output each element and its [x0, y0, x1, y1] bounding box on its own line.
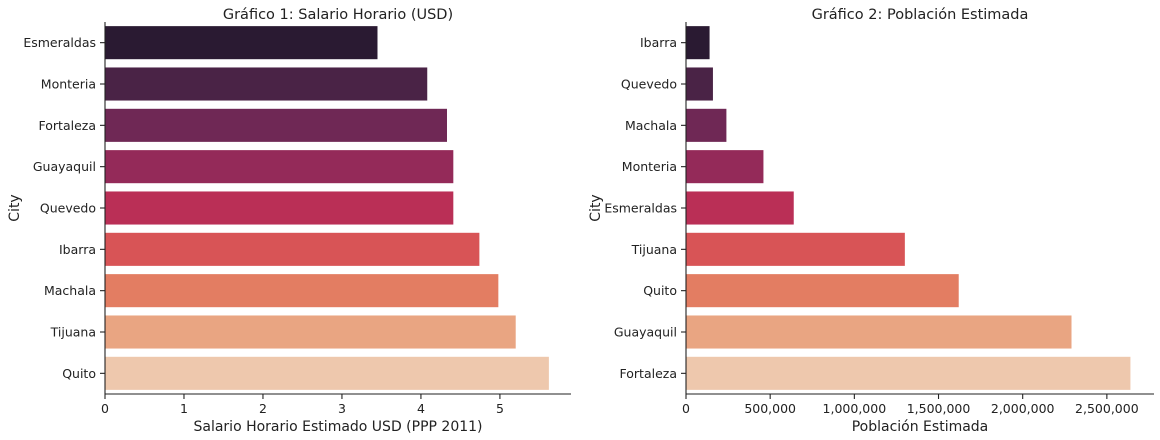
y-tick-label: Tijuana	[631, 242, 677, 257]
bar-machala	[105, 274, 499, 308]
y-tick-label: Monteria	[41, 77, 96, 92]
y-tick-label: Quito	[643, 283, 677, 298]
chart-1: Esmeraldas Monteria Fortaleza Guayaquil Quev…	[7, 7, 571, 435]
x-tick-label: 0	[101, 401, 109, 416]
x-tick-label: 3	[338, 401, 346, 416]
bar-ibarra	[686, 26, 710, 60]
chart-title: Gráfico 2: Población Estimada	[812, 7, 1029, 23]
y-tick-label: Quito	[62, 366, 96, 381]
bar-quevedo	[686, 67, 713, 101]
bar-monteria	[686, 150, 764, 184]
y-tick-label: Guayaquil	[614, 325, 677, 340]
y-tick-label: Fortaleza	[39, 118, 96, 133]
bar-fortaleza	[105, 108, 447, 142]
x-axis-label: Población Estimada	[852, 419, 989, 435]
y-tick-label: Fortaleza	[620, 366, 677, 381]
bar-quito	[686, 274, 959, 308]
y-tick-label: Machala	[625, 118, 677, 133]
chart-2: Ibarra Quevedo Machala Monteria Esmeraldas Ti…	[588, 7, 1154, 435]
y-tick-label: Quevedo	[621, 77, 677, 92]
y-tick-label: Tijuana	[50, 325, 96, 340]
bar-esmeraldas	[686, 191, 794, 225]
y-tick-label: Esmeraldas	[23, 35, 96, 50]
x-tick-label: 2	[259, 401, 267, 416]
y-axis-label: City	[588, 194, 604, 221]
bar-ibarra	[105, 232, 480, 266]
y-tick-label: Esmeraldas	[604, 201, 677, 216]
y-tick-label: Guayaquil	[33, 159, 96, 174]
y-tick-label: Machala	[44, 283, 96, 298]
bar-tijuana	[686, 232, 905, 266]
bar-guayaquil	[105, 150, 454, 184]
x-tick-label: 4	[417, 401, 425, 416]
y-tick-label: Monteria	[622, 159, 677, 174]
bar-tijuana	[105, 315, 516, 349]
x-tick-label: 5	[496, 401, 504, 416]
x-tick-label: 1	[180, 401, 188, 416]
y-tick-label: Ibarra	[640, 35, 677, 50]
bar-guayaquil	[686, 315, 1072, 349]
x-tick-label: 1,500,000	[907, 401, 971, 416]
chart-title: Gráfico 1: Salario Horario (USD)	[223, 7, 453, 23]
x-tick-label: 1,000,000	[823, 401, 887, 416]
bar-esmeraldas	[105, 26, 378, 60]
bar-quito	[105, 356, 549, 390]
x-axis-label: Salario Horario Estimado USD (PPP 2011)	[193, 419, 482, 435]
bar-quevedo	[105, 191, 454, 225]
bar-machala	[686, 108, 727, 142]
y-axis-label: City	[7, 194, 23, 221]
x-tick-label: 2,000,000	[991, 401, 1055, 416]
bar-monteria	[105, 67, 428, 101]
x-tick-label: 2,500,000	[1075, 401, 1139, 416]
bar-fortaleza	[686, 356, 1131, 390]
x-tick-label: 0	[682, 401, 690, 416]
y-tick-label: Ibarra	[59, 242, 96, 257]
x-tick-label: 500,000	[744, 401, 796, 416]
y-tick-label: Quevedo	[40, 201, 96, 216]
